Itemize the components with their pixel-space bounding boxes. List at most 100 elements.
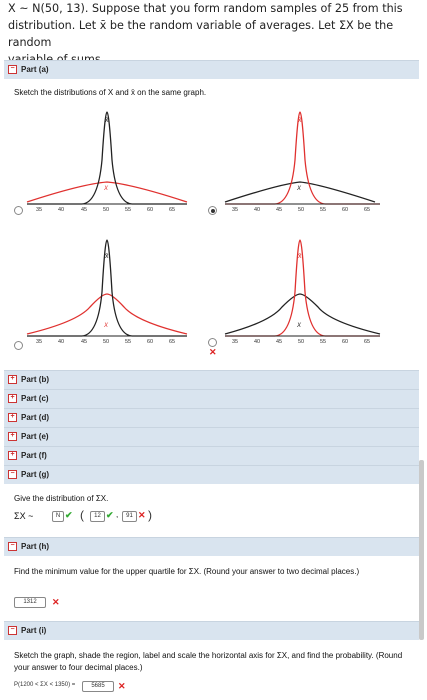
part-d-header[interactable]: + Part (d) <box>4 408 419 427</box>
collapse-icon[interactable]: − <box>8 542 17 552</box>
svg-text:45: 45 <box>276 207 282 213</box>
problem-line-2: distribution. Let x̄ be the random varia… <box>8 19 394 49</box>
part-i-instruction: Sketch the graph, shade the region, labe… <box>14 651 403 672</box>
svg-text:45: 45 <box>81 339 87 345</box>
incorrect-icon: ✕ <box>138 510 146 520</box>
svg-text:40: 40 <box>58 339 64 345</box>
scrollbar[interactable] <box>419 460 424 640</box>
part-h-instruction: Find the minimum value for the upper qua… <box>14 567 360 576</box>
svg-text:60: 60 <box>147 207 153 213</box>
xbar-label: x̄ <box>105 253 109 260</box>
svg-text:55: 55 <box>320 339 326 345</box>
svg-text:50: 50 <box>298 339 304 345</box>
dist-select[interactable]: N <box>52 511 64 522</box>
x-label: X <box>103 186 109 192</box>
part-i-header[interactable]: − Part (i) <box>4 621 419 640</box>
incorrect-icon: ✕ <box>209 347 217 357</box>
xbar-label: x̄ <box>298 253 302 260</box>
svg-text:60: 60 <box>342 339 348 345</box>
option-4-radio[interactable] <box>208 338 217 347</box>
part-e-label: Part (e) <box>21 432 49 441</box>
part-g-header[interactable]: − Part (g) <box>4 465 419 484</box>
mean-input[interactable]: 12 <box>90 511 105 522</box>
x-label: X <box>103 323 109 329</box>
x-label: X <box>296 186 302 192</box>
x-tick-labels: 35 40 45 50 55 60 65 <box>232 339 370 345</box>
svg-text:35: 35 <box>36 339 42 345</box>
svg-text:50: 50 <box>103 339 109 345</box>
probability-expression: P(1200 < ΣX < 1350) = <box>14 682 76 688</box>
correct-icon: ✔ <box>106 510 114 520</box>
option-3-radio[interactable] <box>14 341 23 350</box>
sd-input[interactable]: 91 <box>122 511 137 522</box>
option-2-radio[interactable] <box>208 206 217 215</box>
part-g-label: Part (g) <box>21 470 49 479</box>
xbar-curve <box>27 239 187 337</box>
svg-text:35: 35 <box>36 207 42 213</box>
part-a-label: Part (a) <box>21 65 49 74</box>
svg-text:45: 45 <box>276 339 282 345</box>
svg-text:55: 55 <box>125 339 131 345</box>
graph-option-3: x̄ X 35 40 45 50 55 60 65 <box>26 239 188 345</box>
part-g-instruction: Give the distribution of ΣX. <box>14 494 109 503</box>
part-h-label: Part (h) <box>21 542 49 551</box>
part-a-instruction: Sketch the distributions of X and x̄ on … <box>14 88 207 97</box>
svg-text:55: 55 <box>125 207 131 213</box>
xbar-label: x̄ <box>105 117 109 124</box>
paren-open: ( <box>80 508 84 522</box>
expand-icon[interactable]: + <box>8 451 17 461</box>
svg-text:65: 65 <box>169 339 175 345</box>
problem-line-1: X ~ N(50, 13). Suppose that you form ran… <box>8 2 403 15</box>
svg-text:50: 50 <box>298 207 304 213</box>
part-c-label: Part (c) <box>21 394 49 403</box>
expand-icon[interactable]: + <box>8 394 17 404</box>
probability-input[interactable]: 5685 <box>82 681 114 692</box>
x-curve <box>224 293 381 335</box>
incorrect-icon: ✕ <box>118 681 126 691</box>
part-i-label: Part (i) <box>21 626 47 635</box>
svg-text:40: 40 <box>254 339 260 345</box>
paren-close: ) <box>148 508 152 522</box>
collapse-icon[interactable]: − <box>8 470 17 480</box>
svg-text:60: 60 <box>342 207 348 213</box>
part-b-label: Part (b) <box>21 375 49 384</box>
xbar-curve <box>225 111 380 205</box>
x-tick-labels: 35 40 45 50 55 60 65 <box>36 339 175 345</box>
svg-text:65: 65 <box>364 207 370 213</box>
part-f-header[interactable]: + Part (f) <box>4 446 419 465</box>
x-label: X <box>296 323 302 329</box>
svg-text:35: 35 <box>232 207 238 213</box>
option-1-radio[interactable] <box>14 206 23 215</box>
part-h-header[interactable]: − Part (h) <box>4 537 419 556</box>
graph-option-4: x̄ X 35 40 45 50 55 60 65 <box>224 239 381 345</box>
xbar-label: x̄ <box>298 117 302 124</box>
xbar-curve <box>225 239 380 337</box>
svg-text:50: 50 <box>103 207 109 213</box>
collapse-icon[interactable]: − <box>8 65 17 75</box>
expand-icon[interactable]: + <box>8 375 17 385</box>
svg-text:65: 65 <box>364 339 370 345</box>
svg-text:65: 65 <box>169 207 175 213</box>
problem-statement: X ~ N(50, 13). Suppose that you form ran… <box>8 0 418 68</box>
correct-icon: ✔ <box>65 510 73 520</box>
collapse-icon[interactable]: − <box>8 626 17 636</box>
quartile-input[interactable]: 1312 <box>14 597 46 608</box>
part-c-header[interactable]: + Part (c) <box>4 389 419 408</box>
part-a-header[interactable]: − Part (a) <box>4 60 419 79</box>
x-curve <box>26 293 188 335</box>
svg-text:40: 40 <box>58 207 64 213</box>
part-f-label: Part (f) <box>21 451 47 460</box>
part-b-header[interactable]: + Part (b) <box>4 370 419 389</box>
xbar-curve <box>27 111 187 205</box>
graph-option-2: x̄ X 35 40 45 50 55 60 65 <box>224 111 380 213</box>
x-tick-labels: 35 40 45 50 55 60 65 <box>232 207 370 213</box>
part-e-header[interactable]: + Part (e) <box>4 427 419 446</box>
comma: , <box>116 510 119 519</box>
svg-text:55: 55 <box>320 207 326 213</box>
expand-icon[interactable]: + <box>8 432 17 442</box>
expand-icon[interactable]: + <box>8 413 17 423</box>
sum-dist-prefix: ΣX ~ <box>14 511 34 521</box>
svg-text:40: 40 <box>254 207 260 213</box>
incorrect-icon: ✕ <box>52 597 60 607</box>
x-curve <box>224 181 376 203</box>
